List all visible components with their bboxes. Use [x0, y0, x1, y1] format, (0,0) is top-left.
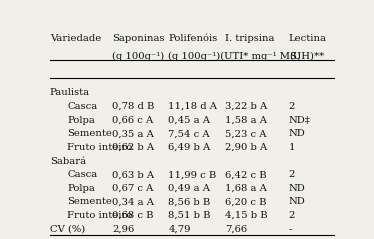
Text: 2: 2: [289, 211, 295, 220]
Text: 0,35 a A: 0,35 a A: [112, 129, 154, 138]
Text: Polpa: Polpa: [67, 116, 95, 125]
Text: (UH)**: (UH)**: [289, 52, 324, 61]
Text: 5,23 c A: 5,23 c A: [225, 129, 267, 138]
Text: 2,90 b A: 2,90 b A: [225, 143, 267, 152]
Text: Fruto inteiro: Fruto inteiro: [67, 211, 132, 220]
Text: 6,20 c B: 6,20 c B: [225, 197, 267, 206]
Text: 3,22 b A: 3,22 b A: [225, 102, 267, 111]
Text: ND: ND: [289, 197, 306, 206]
Text: 1,58 a A: 1,58 a A: [225, 116, 267, 125]
Text: Casca: Casca: [67, 170, 97, 179]
Text: 0,45 a A: 0,45 a A: [168, 116, 211, 125]
Text: Sabará: Sabará: [50, 157, 86, 166]
Text: Polifenóis: Polifenóis: [168, 34, 218, 43]
Text: Saponinas: Saponinas: [112, 34, 165, 43]
Text: -: -: [289, 225, 292, 234]
Text: 8,51 b B: 8,51 b B: [168, 211, 211, 220]
Text: 6,42 c B: 6,42 c B: [225, 170, 267, 179]
Text: 7,66: 7,66: [225, 225, 247, 234]
Text: 8,56 b B: 8,56 b B: [168, 197, 211, 206]
Text: 2: 2: [289, 170, 295, 179]
Text: 0,66 c A: 0,66 c A: [112, 116, 153, 125]
Text: 0,68 c B: 0,68 c B: [112, 211, 153, 220]
Text: ND‡: ND‡: [289, 116, 310, 125]
Text: Lectina: Lectina: [289, 34, 327, 43]
Text: Paulista: Paulista: [50, 88, 90, 98]
Text: 4,15 b B: 4,15 b B: [225, 211, 268, 220]
Text: Casca: Casca: [67, 102, 97, 111]
Text: (g 100g⁻¹)(UTI* mg⁻¹ MS): (g 100g⁻¹)(UTI* mg⁻¹ MS): [168, 52, 301, 61]
Text: 2: 2: [289, 102, 295, 111]
Text: 2,96: 2,96: [112, 225, 134, 234]
Text: Semente: Semente: [67, 129, 112, 138]
Text: Fruto inteiro: Fruto inteiro: [67, 143, 132, 152]
Text: (g 100g⁻¹): (g 100g⁻¹): [112, 52, 164, 61]
Text: 1: 1: [289, 143, 295, 152]
Text: 11,99 c B: 11,99 c B: [168, 170, 217, 179]
Text: I. tripsina: I. tripsina: [225, 34, 275, 43]
Text: 7,54 c A: 7,54 c A: [168, 129, 210, 138]
Text: Polpa: Polpa: [67, 184, 95, 193]
Text: 0,62 b A: 0,62 b A: [112, 143, 154, 152]
Text: CV (%): CV (%): [50, 225, 85, 234]
Text: 0,67 c A: 0,67 c A: [112, 184, 153, 193]
Text: ND: ND: [289, 129, 306, 138]
Text: 0,34 a A: 0,34 a A: [112, 197, 154, 206]
Text: 6,49 b A: 6,49 b A: [168, 143, 211, 152]
Text: 4,79: 4,79: [168, 225, 191, 234]
Text: 0,49 a A: 0,49 a A: [168, 184, 211, 193]
Text: Semente: Semente: [67, 197, 112, 206]
Text: 1,68 a A: 1,68 a A: [225, 184, 267, 193]
Text: 11,18 d A: 11,18 d A: [168, 102, 218, 111]
Text: 0,78 d B: 0,78 d B: [112, 102, 154, 111]
Text: 0,63 b A: 0,63 b A: [112, 170, 154, 179]
Text: ND: ND: [289, 184, 306, 193]
Text: Variedade: Variedade: [50, 34, 101, 43]
